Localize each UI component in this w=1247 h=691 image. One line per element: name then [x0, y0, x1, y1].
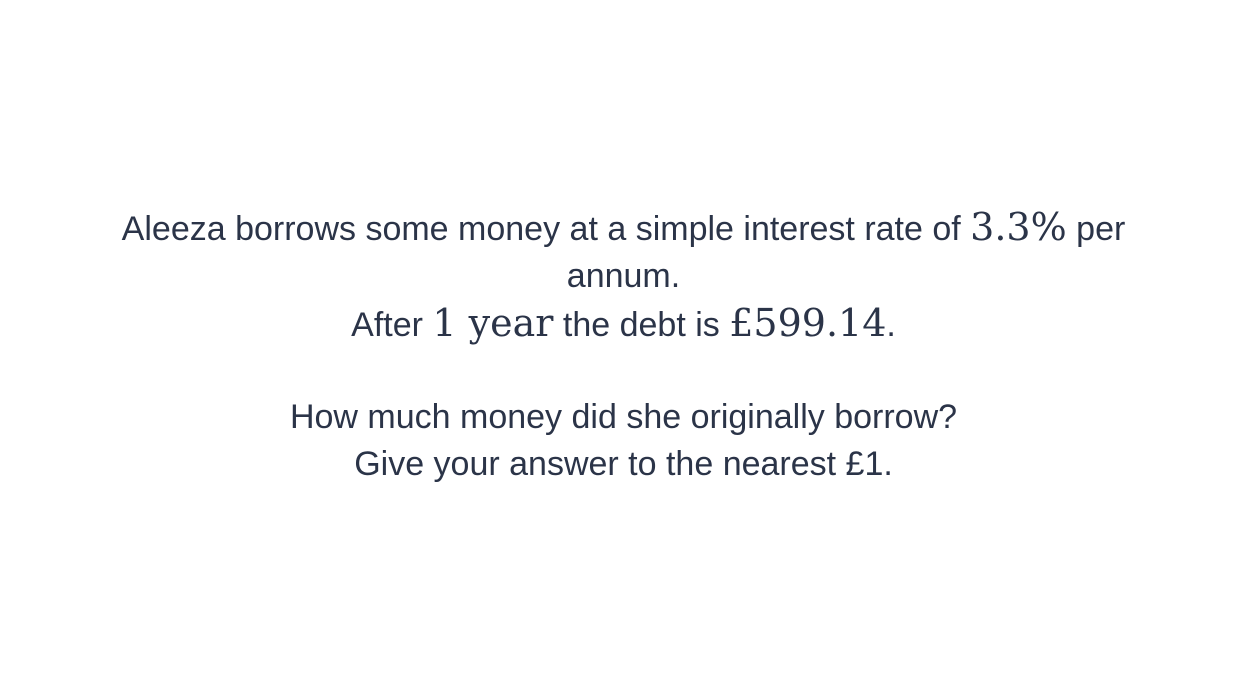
question-line-1: Aleeza borrows some money at a simple in…	[40, 204, 1207, 253]
time-period: 1 year	[432, 301, 554, 345]
line3-middle: the debt is	[553, 306, 730, 344]
line3-after: .	[886, 306, 896, 344]
question-text: Aleeza borrows some money at a simple in…	[40, 204, 1207, 488]
line1-before: Aleeza borrows some money at a simple in…	[121, 210, 971, 248]
question-line-5: Give your answer to the nearest £1.	[354, 445, 893, 483]
line1-after: per	[1066, 210, 1126, 248]
question-line-3: After 1 year the debt is £599.14.	[40, 300, 1207, 349]
interest-rate: 3.3%	[970, 205, 1067, 249]
line3-before: After	[351, 306, 433, 344]
question-line-4: How much money did she originally borrow…	[289, 398, 958, 436]
paragraph-gap	[40, 349, 1207, 394]
question-line-2: annum.	[566, 257, 681, 295]
debt-amount: £599.14	[729, 301, 887, 345]
